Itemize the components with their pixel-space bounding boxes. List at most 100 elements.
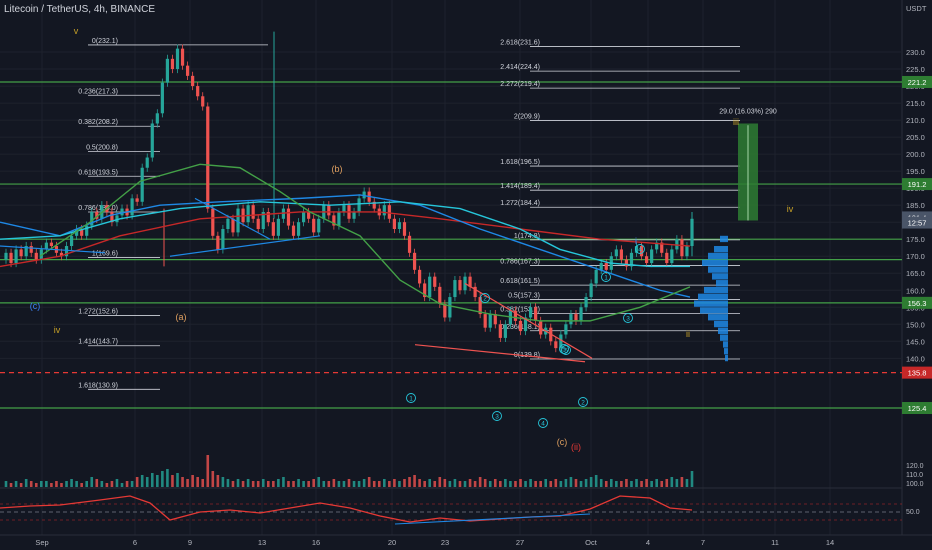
volume-bar xyxy=(312,479,315,487)
candle-body xyxy=(412,252,417,270)
wave-circle-label: 4 xyxy=(638,247,642,254)
price-axis-tick: 170.0 xyxy=(906,252,925,261)
candle-body xyxy=(327,205,331,216)
fib-left-label: 0.786(183.0) xyxy=(78,205,118,212)
candle-body xyxy=(503,324,507,338)
symbol-title: Litecoin / TetherUS, 4h, BINANCE xyxy=(4,4,155,15)
volume-bar xyxy=(604,481,608,487)
volume-profile-bar xyxy=(716,280,728,287)
candle-body xyxy=(448,297,452,318)
wave-circle-label: 3 xyxy=(495,414,499,421)
trendline[interactable] xyxy=(194,197,271,240)
trendline-red[interactable] xyxy=(414,344,586,363)
candle-body xyxy=(175,48,180,70)
wave-circle-label: 2 xyxy=(483,296,487,303)
volume-bar xyxy=(130,481,134,487)
candle-body xyxy=(90,211,94,226)
wave-circle-marker xyxy=(406,393,416,403)
candle-body xyxy=(599,263,603,270)
wave-circle-label: 5 xyxy=(562,347,566,354)
volume-bar xyxy=(372,481,376,487)
wave-circle-marker xyxy=(480,293,490,303)
volume-profile-bar xyxy=(725,354,728,362)
fib-left-label: 0(232.1) xyxy=(92,38,118,45)
volume-bar xyxy=(650,481,653,487)
volume-profile-bar xyxy=(714,320,728,328)
price-axis-tick: 160.0 xyxy=(906,286,925,295)
volume-bar xyxy=(9,483,13,487)
volume-bar xyxy=(640,481,643,487)
volume-bar xyxy=(110,481,114,487)
volume-bar xyxy=(60,483,63,487)
trendline-red[interactable] xyxy=(464,282,593,359)
wave-label: (ii) xyxy=(571,442,581,452)
volume-bar xyxy=(458,481,462,487)
candle-body xyxy=(95,211,99,219)
candle-body xyxy=(191,75,195,87)
volume-bar xyxy=(115,479,119,487)
price-axis-tick: 225.0 xyxy=(906,65,925,74)
volume-profile-bar xyxy=(708,252,728,260)
volume-bar xyxy=(4,481,8,487)
price-axis-tick: 215.0 xyxy=(906,99,925,108)
volume-bar xyxy=(337,481,341,487)
wave-label: (c) xyxy=(30,301,41,311)
time-axis-tick: 27 xyxy=(516,538,524,547)
volume-bar xyxy=(140,475,144,487)
fib-right-label: 1.272(184.4) xyxy=(500,200,540,207)
volume-profile-bar xyxy=(712,273,728,280)
wave-circle-label: 1 xyxy=(409,396,413,403)
sub-axis-tick: 100.0 xyxy=(906,481,924,488)
candle-body xyxy=(680,239,684,257)
price-badge-label: 12:57 xyxy=(908,219,927,228)
candle-body xyxy=(554,341,558,349)
volume-bar xyxy=(14,481,18,487)
wave-label: (b) xyxy=(332,164,343,174)
trendline[interactable] xyxy=(0,245,106,254)
volume-bar xyxy=(569,477,573,487)
price-badge-label: 156.3 xyxy=(908,299,927,308)
volume-profile-bar xyxy=(724,348,728,355)
volume-bar xyxy=(211,471,215,487)
rsi-axis-tick: 50.0 xyxy=(906,509,920,516)
candle-body xyxy=(155,113,159,124)
candle-body xyxy=(387,205,391,219)
volume-bar xyxy=(564,479,568,487)
volume-bar xyxy=(625,479,628,487)
wave-label: iv xyxy=(54,325,61,335)
wave-circle-label: 4 xyxy=(541,421,545,428)
volume-bar xyxy=(120,483,124,487)
candle-body xyxy=(443,303,447,318)
volume-bar xyxy=(453,479,457,487)
volume-bar xyxy=(302,481,305,487)
price-axis-tick: 210.0 xyxy=(906,116,925,125)
candle-body xyxy=(392,218,396,229)
volume-bar xyxy=(150,473,154,487)
volume-bar xyxy=(488,481,492,487)
candle-body xyxy=(29,246,33,253)
fib-left-label: 1(169.6) xyxy=(92,251,118,258)
volume-bar xyxy=(80,483,83,487)
trendline[interactable] xyxy=(169,235,321,257)
candle-body xyxy=(69,235,74,247)
candle-body xyxy=(196,86,200,97)
volume-profile-bar xyxy=(708,314,728,321)
volume-bar xyxy=(201,479,205,487)
volume-bar xyxy=(514,481,517,487)
candle-body xyxy=(145,157,149,168)
candle-body xyxy=(639,246,644,257)
candle-body xyxy=(665,252,669,264)
candle-body xyxy=(518,320,523,332)
wave-circle-marker xyxy=(492,411,502,421)
volume-bar xyxy=(135,477,139,487)
fib-left-label: 0.5(200.8) xyxy=(86,144,118,151)
time-axis-tick: 11 xyxy=(771,538,779,547)
candle-body xyxy=(302,211,306,223)
volume-bar xyxy=(297,479,300,487)
price-badge-label: 191.2 xyxy=(908,180,927,189)
candle-body xyxy=(115,215,119,223)
volume-bar xyxy=(277,479,280,487)
wave-circle-marker xyxy=(623,313,633,323)
